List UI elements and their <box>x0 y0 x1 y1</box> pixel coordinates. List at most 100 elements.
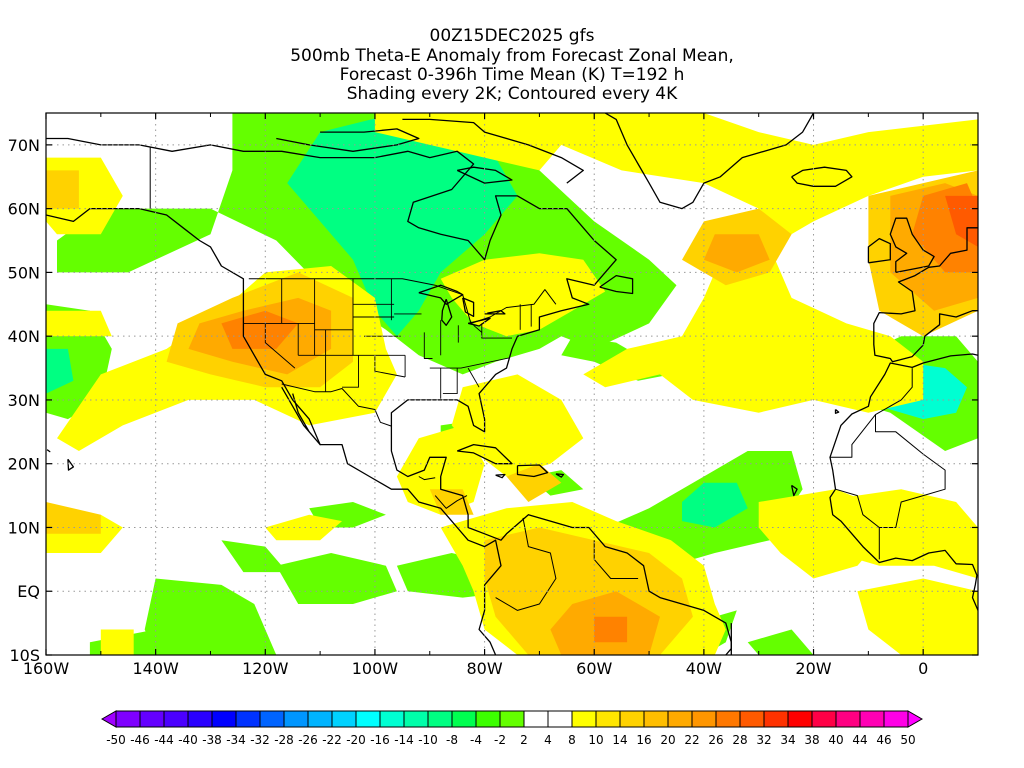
colorbar-box <box>571 710 597 728</box>
title-line-1: 00Z15DEC2025 gfs <box>429 26 595 46</box>
x-tick-label: 60W <box>576 659 612 678</box>
colorbar-label: -14 <box>394 733 414 747</box>
shading-region-yellow <box>46 310 112 337</box>
political-border <box>248 278 557 324</box>
colorbar-box <box>475 710 501 728</box>
shading-region-gold <box>46 170 79 209</box>
colorbar-label: 34 <box>780 733 795 747</box>
colorbar-box <box>211 710 237 728</box>
colorbar-label: 28 <box>732 733 747 747</box>
x-axis: 160W 140W 120W 100W 80W 60W 40W 20W 0 <box>23 113 928 678</box>
title-line-2: 500mb Theta-E Anomaly from Forecast Zona… <box>290 46 734 66</box>
political-border <box>281 383 392 427</box>
y-tick-label: 40N <box>8 327 40 346</box>
colorbar-box <box>139 710 165 728</box>
coastline <box>829 353 978 612</box>
shading-region-yellow <box>813 489 978 579</box>
colorbar-box <box>451 710 477 728</box>
colorbar-left-arrow <box>100 710 117 728</box>
colorbar-box <box>427 710 453 728</box>
coastline <box>46 137 732 655</box>
x-tick-label: 160W <box>23 659 70 678</box>
shading-region-green <box>144 578 277 655</box>
colorbar-box <box>115 710 141 728</box>
state-border <box>342 355 359 388</box>
colorbar-label: -22 <box>322 733 342 747</box>
x-tick-label: 140W <box>132 659 179 678</box>
coastline <box>456 443 513 465</box>
political-border <box>418 476 436 481</box>
colorbar-box <box>259 710 285 728</box>
coastlines <box>46 113 978 655</box>
colorbar-box <box>499 710 525 728</box>
shading-region-teal <box>682 482 748 528</box>
y-tick-label: 60N <box>8 200 40 219</box>
shading-region-orange2 <box>594 616 628 643</box>
colorbar-right-arrow <box>907 710 924 728</box>
colorbar-label: 40 <box>828 733 843 747</box>
y-tick-label: 30N <box>8 391 40 410</box>
colorbar-label: 46 <box>876 733 891 747</box>
colorbar-box <box>619 710 645 728</box>
plot-frame <box>45 112 979 656</box>
political-border <box>875 368 913 416</box>
coastline <box>276 128 420 152</box>
coastline <box>834 408 840 414</box>
shading-region-yellow <box>451 113 978 413</box>
colorbar-box <box>859 710 885 728</box>
colorbar-box <box>403 710 429 728</box>
colorbar-label: -28 <box>274 733 294 747</box>
coastline <box>725 623 732 655</box>
colorbar-box <box>763 710 789 728</box>
colorbar-box <box>739 710 765 728</box>
title-line-3: Forecast 0-396h Time Mean (K) T=192 h <box>339 65 685 85</box>
colorbar-label: -4 <box>470 733 482 747</box>
colorbar-label: -38 <box>202 733 222 747</box>
colorbar-box <box>187 710 213 728</box>
colorbar-box <box>643 710 669 728</box>
colorbar-box <box>283 710 309 728</box>
y-tick-label: 10N <box>8 518 40 537</box>
coastline <box>456 166 513 184</box>
shading-region-teal <box>287 113 518 337</box>
coastline <box>281 386 321 446</box>
title-line-4: Shading every 2K; Contoured every 4K <box>346 84 678 104</box>
colorbar-label: -20 <box>346 733 366 747</box>
state-border <box>467 367 480 388</box>
colorbar-box <box>547 710 573 728</box>
colorbar-label: -50 <box>106 733 126 747</box>
colorbar-box <box>163 710 189 728</box>
colorbar-label: 8 <box>568 733 576 747</box>
colorbar-box <box>691 710 717 728</box>
coastline <box>555 473 565 478</box>
y-axis: 70N 60N 50N 40N 30N 20N 10N EQ 10S <box>8 136 978 665</box>
y-tick-label: 20N <box>8 455 40 474</box>
colorbar-label: 20 <box>660 733 675 747</box>
colorbar-label: -40 <box>178 733 198 747</box>
political-border <box>830 414 946 528</box>
colorbar-label: 26 <box>708 733 723 747</box>
shading-region-orange3 <box>945 195 978 247</box>
colorbar-box <box>307 710 333 728</box>
state-border <box>481 323 512 339</box>
shading-region-teal <box>46 348 74 394</box>
coastline <box>462 297 475 318</box>
shading-region-orange1 <box>703 234 770 273</box>
y-tick-label: 70N <box>8 136 40 155</box>
colorbar-label: 50 <box>900 733 915 747</box>
political-border <box>434 495 468 509</box>
colorbar-box <box>523 710 549 728</box>
state-border <box>264 323 296 369</box>
x-tick-label: 0 <box>918 659 928 678</box>
colorbar-box <box>835 710 861 728</box>
shading-region-gold <box>46 502 101 534</box>
colorbar-label: 38 <box>804 733 819 747</box>
x-tick-label: 120W <box>242 659 289 678</box>
state-border <box>473 324 483 333</box>
anomaly-shading <box>46 113 978 655</box>
x-tick-label: 40W <box>686 659 722 678</box>
coastline <box>67 458 75 471</box>
coastline <box>790 484 798 497</box>
colorbar-label: -46 <box>130 733 150 747</box>
